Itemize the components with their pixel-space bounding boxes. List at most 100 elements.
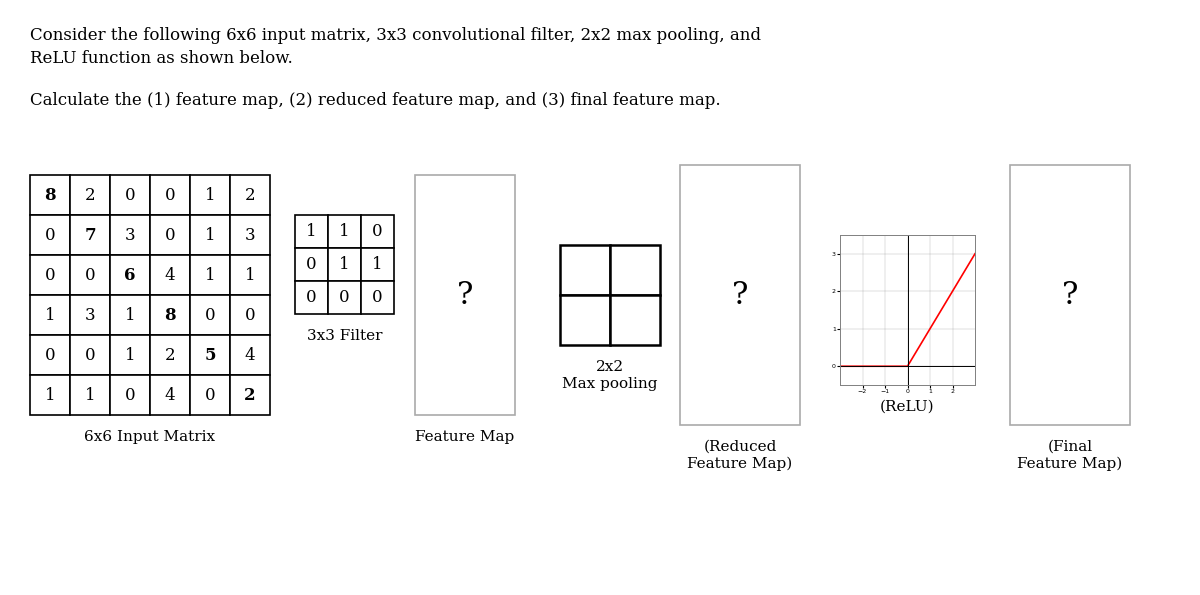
Bar	[30, 375, 70, 415]
Text: 0: 0	[340, 289, 350, 306]
Bar	[230, 375, 270, 415]
Text: (Reduced: (Reduced	[703, 440, 776, 454]
Bar	[70, 175, 110, 215]
Bar	[70, 335, 110, 375]
Bar	[30, 215, 70, 255]
Text: 1: 1	[340, 223, 350, 240]
Bar	[190, 375, 230, 415]
Text: (Final: (Final	[1048, 440, 1092, 454]
Bar	[150, 335, 190, 375]
Text: 0: 0	[125, 186, 136, 203]
Bar	[230, 255, 270, 295]
Bar	[190, 215, 230, 255]
Text: 2: 2	[244, 387, 256, 403]
Bar	[110, 335, 150, 375]
Bar	[295, 215, 328, 248]
Text: 0: 0	[245, 306, 256, 324]
Bar	[30, 335, 70, 375]
Text: 1: 1	[205, 186, 215, 203]
Text: 0: 0	[44, 267, 55, 283]
Bar	[230, 175, 270, 215]
Text: 1: 1	[125, 346, 136, 364]
Bar	[150, 175, 190, 215]
Text: Feature Map): Feature Map)	[1018, 457, 1123, 471]
Bar	[110, 175, 150, 215]
Text: ReLU function as shown below.: ReLU function as shown below.	[30, 50, 293, 67]
Text: Calculate the (1) feature map, (2) reduced feature map, and (3) final feature ma: Calculate the (1) feature map, (2) reduc…	[30, 92, 721, 109]
Text: 0: 0	[85, 267, 95, 283]
Text: Feature Map: Feature Map	[415, 430, 515, 444]
Text: 0: 0	[164, 186, 175, 203]
Bar	[110, 215, 150, 255]
Text: Consider the following 6x6 input matrix, 3x3 convolutional filter, 2x2 max pooli: Consider the following 6x6 input matrix,…	[30, 27, 761, 44]
Text: 1: 1	[372, 256, 383, 273]
Bar	[150, 215, 190, 255]
Text: 1: 1	[205, 267, 215, 283]
Bar	[361, 248, 394, 281]
Bar	[230, 295, 270, 335]
Text: ?: ?	[732, 280, 748, 311]
Text: ?: ?	[1062, 280, 1078, 311]
Bar	[30, 255, 70, 295]
Bar	[30, 295, 70, 335]
Text: 3: 3	[85, 306, 95, 324]
Text: Feature Map): Feature Map)	[688, 457, 793, 471]
Text: 3x3 Filter: 3x3 Filter	[307, 329, 383, 343]
Bar	[560, 295, 610, 345]
Bar	[230, 335, 270, 375]
Text: (ReLU): (ReLU)	[880, 400, 935, 414]
Text: 4: 4	[164, 267, 175, 283]
Bar	[295, 281, 328, 314]
Text: 4: 4	[245, 346, 256, 364]
Text: 0: 0	[44, 227, 55, 243]
Text: 1: 1	[44, 306, 55, 324]
Bar	[30, 175, 70, 215]
Bar	[150, 375, 190, 415]
Text: 0: 0	[205, 306, 215, 324]
Text: 0: 0	[85, 346, 95, 364]
Bar	[610, 245, 660, 295]
Text: ?: ?	[457, 280, 473, 311]
Text: 6: 6	[125, 267, 136, 283]
Bar	[361, 215, 394, 248]
Bar	[110, 255, 150, 295]
Text: 8: 8	[44, 186, 56, 203]
Text: 1: 1	[340, 256, 350, 273]
Text: 7: 7	[84, 227, 96, 243]
Text: 0: 0	[372, 223, 383, 240]
Text: 1: 1	[125, 306, 136, 324]
Text: Max pooling: Max pooling	[563, 377, 658, 391]
Text: 4: 4	[164, 387, 175, 403]
Text: 0: 0	[44, 346, 55, 364]
Text: 2: 2	[85, 186, 95, 203]
Bar	[150, 295, 190, 335]
Text: 1: 1	[205, 227, 215, 243]
Bar	[328, 281, 361, 314]
Bar	[110, 295, 150, 335]
Text: 0: 0	[164, 227, 175, 243]
Text: 1: 1	[245, 267, 256, 283]
Bar	[295, 248, 328, 281]
Text: 1: 1	[306, 223, 317, 240]
Text: 1: 1	[85, 387, 95, 403]
Bar	[190, 295, 230, 335]
Text: 3: 3	[125, 227, 136, 243]
Bar	[328, 215, 361, 248]
Bar	[190, 335, 230, 375]
Text: 1: 1	[44, 387, 55, 403]
Bar	[190, 255, 230, 295]
Bar	[361, 281, 394, 314]
Text: 6x6 Input Matrix: 6x6 Input Matrix	[84, 430, 216, 444]
Bar	[610, 295, 660, 345]
Bar	[415, 175, 515, 415]
Text: 5: 5	[204, 346, 216, 364]
Bar	[110, 375, 150, 415]
Bar	[680, 165, 800, 425]
Bar	[328, 248, 361, 281]
Text: 0: 0	[125, 387, 136, 403]
Bar	[70, 375, 110, 415]
Bar	[70, 215, 110, 255]
Text: 0: 0	[205, 387, 215, 403]
Bar	[70, 255, 110, 295]
Text: 0: 0	[372, 289, 383, 306]
